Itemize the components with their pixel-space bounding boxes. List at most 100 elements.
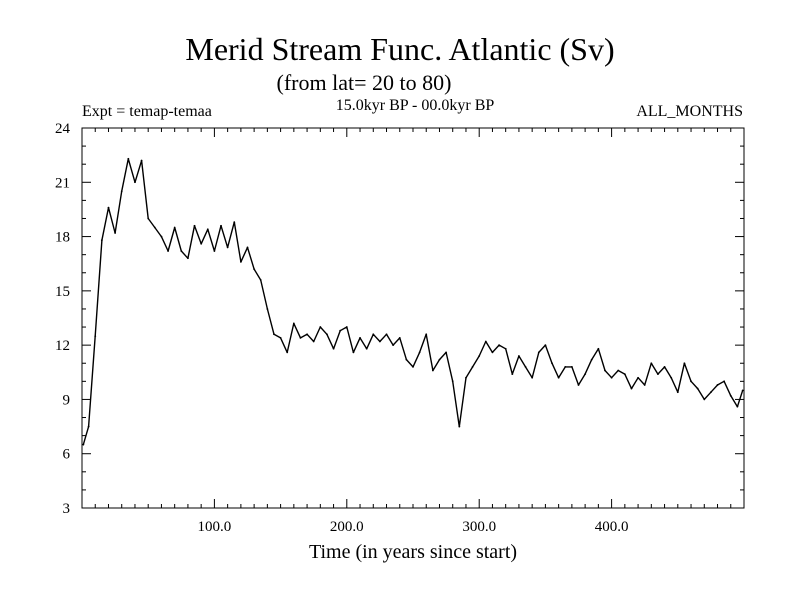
data-point <box>418 351 421 354</box>
data-point <box>630 387 633 390</box>
data-point <box>100 239 103 242</box>
data-point <box>193 224 196 227</box>
data-point <box>140 159 143 162</box>
data-point <box>524 365 527 368</box>
x-axis-title: Time (in years since start) <box>309 541 517 563</box>
data-point <box>657 373 659 375</box>
data-point <box>286 351 289 354</box>
x-tick-label: 300.0 <box>462 519 496 535</box>
data-point <box>120 190 123 193</box>
data-point <box>564 365 567 368</box>
data-point <box>359 337 361 339</box>
data-point <box>114 232 116 234</box>
data-point <box>431 369 434 372</box>
data-point <box>167 250 169 252</box>
data-point <box>345 326 348 328</box>
data-point <box>153 226 156 229</box>
data-point <box>557 376 560 379</box>
axis-tick-labels: 100.0 200.0 300.0 400.0 3 6 9 12 15 18 21 24 <box>55 121 628 535</box>
data-point <box>458 425 461 428</box>
data-point <box>723 380 726 383</box>
y-tick-label: 6 <box>63 447 71 463</box>
data-point <box>690 380 692 383</box>
data-point <box>445 351 447 354</box>
data-point <box>438 358 441 361</box>
data-point <box>643 384 646 386</box>
series-line-0 <box>82 158 744 445</box>
data-point <box>173 226 176 229</box>
plot-frame <box>81 127 745 509</box>
y-tick-label: 21 <box>55 175 70 191</box>
data-point <box>392 344 395 347</box>
data-point <box>180 250 183 252</box>
data-point <box>372 333 375 336</box>
data-point <box>127 157 130 160</box>
data-point <box>451 380 454 383</box>
data-point <box>663 365 666 368</box>
data-point <box>478 355 481 357</box>
data-point <box>339 329 342 332</box>
data-point <box>147 217 150 220</box>
y-tick-label: 3 <box>63 501 71 517</box>
data-point <box>87 425 90 428</box>
data-point <box>82 443 85 446</box>
data-point <box>736 405 739 408</box>
data-point <box>213 250 216 252</box>
data-point <box>279 337 282 339</box>
data-point <box>604 369 606 372</box>
x-tick-label: 400.0 <box>595 519 629 535</box>
data-point <box>637 376 639 379</box>
data-point <box>425 333 428 336</box>
data-point <box>319 326 322 328</box>
data-point <box>504 347 507 350</box>
axis-ticks <box>82 128 744 508</box>
data-point <box>610 376 613 379</box>
data-point <box>696 387 699 390</box>
data-point <box>379 340 381 343</box>
data-point <box>160 235 163 238</box>
chart-subtitle: (from lat= 20 to 80) <box>277 70 452 95</box>
data-point <box>670 376 673 379</box>
data-point <box>233 221 236 223</box>
y-tick-label: 9 <box>63 392 71 408</box>
data-point <box>544 344 547 347</box>
data-point <box>412 365 414 368</box>
data-point <box>405 358 408 361</box>
data-point <box>253 268 256 271</box>
data-point <box>676 391 679 394</box>
y-tick-label: 15 <box>55 284 70 300</box>
data-point <box>299 337 302 339</box>
data-point <box>352 351 355 354</box>
data-point <box>398 337 401 339</box>
data-point <box>650 362 653 365</box>
data-point <box>584 373 587 375</box>
data-point <box>259 279 262 281</box>
data-point <box>511 373 514 375</box>
data-point <box>710 391 712 394</box>
data-point <box>537 351 540 354</box>
data-point <box>326 333 328 336</box>
data-point <box>226 246 229 249</box>
data-point <box>107 206 110 209</box>
data-point <box>471 365 474 368</box>
y-tick-label: 12 <box>55 338 70 354</box>
data-point <box>623 373 626 375</box>
data-point <box>716 384 719 386</box>
data-point <box>570 365 573 368</box>
data-point <box>518 355 520 357</box>
y-tick-label: 24 <box>55 121 71 137</box>
data-point <box>246 246 249 249</box>
data-point <box>292 322 295 325</box>
data-point <box>617 369 620 372</box>
data-point <box>332 347 335 350</box>
period-label: 15.0kyr BP - 00.0kyr BP <box>336 97 495 114</box>
chart-title: Merid Stream Func. Atlantic (Sv) <box>185 31 614 67</box>
data-point <box>491 351 494 354</box>
data-point <box>200 242 203 245</box>
data-point <box>551 362 553 365</box>
data-point <box>729 394 732 397</box>
data-point <box>385 333 388 336</box>
data-point <box>703 398 706 401</box>
data-point <box>365 347 368 350</box>
